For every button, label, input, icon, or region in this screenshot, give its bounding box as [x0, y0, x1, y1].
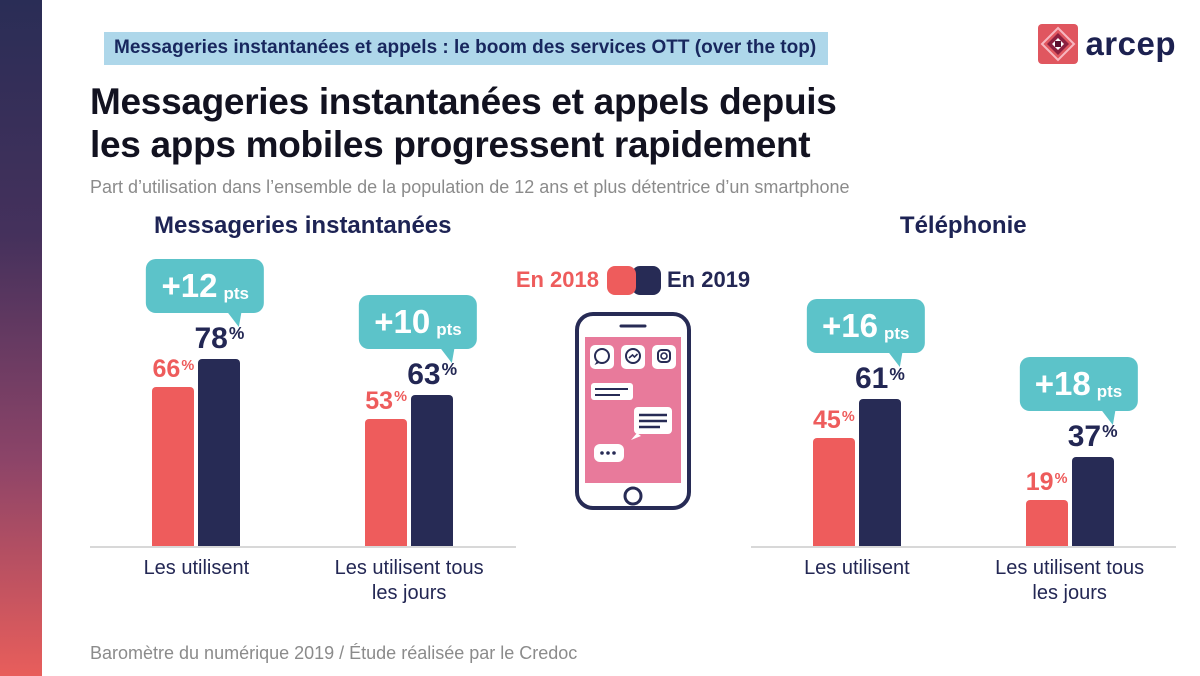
value-label-2018: 45% [813, 405, 855, 434]
delta-bubble: +16 pts [806, 299, 925, 368]
delta-bubble: +12 pts [146, 258, 265, 327]
bar-group: 45% 61% +16 pts Les utilisent [771, 299, 943, 579]
bar-group: 53% 63% +10 pts Les utilisent tous les jours [323, 294, 495, 604]
delta-unit: pts [223, 283, 249, 303]
bar-2018: 19% [1025, 468, 1068, 546]
bubble-tail [1099, 408, 1116, 426]
smartphone-svg [575, 311, 691, 510]
delta-unit: pts [1096, 382, 1123, 402]
delta-value: +10 [374, 302, 431, 340]
bar-2019: 61% +16 pts [806, 299, 925, 546]
delta-bubble: +18 pts [1019, 357, 1138, 426]
delta-unit: pts [883, 324, 910, 344]
chart-title-messageries: Messageries instantanées [154, 211, 452, 239]
bar-group: 66% 78% +12 pts Les utilisent [110, 258, 282, 579]
category-label: Les utilisent tous les jours [334, 556, 484, 604]
bubble-tail [438, 345, 455, 363]
chat-bubble-left [591, 382, 633, 400]
percent-sign: % [394, 389, 407, 406]
percent-sign: % [841, 408, 855, 425]
legend-2019-swatch [632, 265, 661, 295]
value-label-2018: 53% [365, 386, 407, 415]
delta-bubble: +10 pts [358, 294, 477, 363]
left-gradient-bar [0, 0, 42, 676]
bars: 53% 63% +10 pts [358, 294, 477, 546]
bar-groups-messageries: 66% 78% +12 pts Les utilisent 53% 63% +10 pts Les… [90, 246, 516, 604]
category-label: Les utilisent tous les jours [995, 556, 1145, 604]
category-label: Les utilisent [143, 556, 250, 579]
bubble-tail [886, 350, 903, 368]
page-title: Messageries instantanées et appels depui… [90, 81, 1176, 167]
delta-value: +12 [161, 266, 218, 304]
legend-2018-label: En 2018 [515, 267, 599, 293]
value-label-2019: 37% [1067, 420, 1118, 454]
chat-bubble-right [631, 406, 672, 440]
legend-2019-label: En 2019 [667, 267, 751, 293]
percent-sign: % [1054, 470, 1068, 487]
value-label-2018: 19% [1025, 468, 1068, 497]
page-title-line2: les apps mobiles progressent rapidement [90, 123, 811, 165]
bars: 45% 61% +16 pts [806, 299, 925, 546]
legend-2018-swatch [607, 265, 636, 295]
delta-unit: pts [436, 319, 462, 339]
bar-2019: 63% +10 pts [358, 294, 477, 546]
bar-group: 19% 37% +18 pts Les utilisent tous les jours [984, 357, 1156, 604]
bar-2019: 37% +18 pts [1019, 357, 1138, 546]
instagram-icon [652, 344, 676, 369]
bar-2018: 45% [812, 406, 855, 546]
bubble-tail [226, 309, 243, 327]
value-label-2018: 66% [152, 355, 195, 384]
bar-groups-telephonie: 45% 61% +16 pts Les utilisent 19% 37% +18 pts Les… [750, 246, 1176, 604]
arcep-logo-icon [1038, 24, 1079, 64]
arcep-logo: arcep [1038, 24, 1176, 64]
header-row: Messageries instantanées et appels : le … [90, 22, 1176, 65]
bars: 19% 37% +18 pts [1019, 357, 1138, 546]
smartphone-illustration [574, 311, 692, 516]
chart-title-telephonie: Téléphonie [899, 211, 1027, 239]
page-title-line1: Messageries instantanées et appels depui… [90, 81, 837, 122]
percent-sign: % [181, 358, 195, 375]
delta-value: +16 [821, 307, 878, 345]
delta-value: +18 [1034, 365, 1091, 403]
chart-telephonie: Téléphonie 45% 61% +16 pts Les utilisent 19% 3… [750, 211, 1176, 604]
legend: En 2018 En 2019 [515, 265, 751, 295]
phone-home-button [623, 486, 643, 506]
chart-messageries-instantanees: Messageries instantanées 66% 78% +12 pts Les… [90, 211, 516, 604]
kicker-banner: Messageries instantanées et appels : le … [104, 32, 829, 65]
chat-bubble-typing [594, 443, 624, 462]
percent-sign: % [228, 322, 245, 343]
bar-2018: 53% [365, 387, 408, 546]
category-label: Les utilisent [804, 556, 910, 579]
percent-sign: % [889, 363, 905, 384]
charts-row: Messageries instantanées 66% 78% +12 pts Les… [90, 211, 1176, 604]
value-label-2019: 61% [854, 362, 905, 396]
bar-2018: 66% [152, 355, 195, 546]
percent-sign: % [1102, 421, 1118, 442]
bars: 66% 78% +12 pts [146, 258, 265, 546]
whatsapp-icon [590, 344, 614, 369]
value-label-2019: 63% [407, 357, 458, 391]
content-area: Messageries instantanées et appels : le … [42, 0, 1200, 676]
subtitle: Part d’utilisation dans l’ensemble de la… [90, 176, 850, 197]
bar-2019: 78% +12 pts [146, 258, 265, 546]
value-label-2019: 78% [194, 321, 245, 355]
percent-sign: % [441, 358, 458, 379]
center-column: En 2018 En 2019 [516, 212, 751, 516]
messenger-icon [621, 344, 645, 369]
arcep-logo-text: arcep [1085, 25, 1176, 62]
source-text: Baromètre du numérique 2019 / Étude réal… [90, 643, 578, 663]
